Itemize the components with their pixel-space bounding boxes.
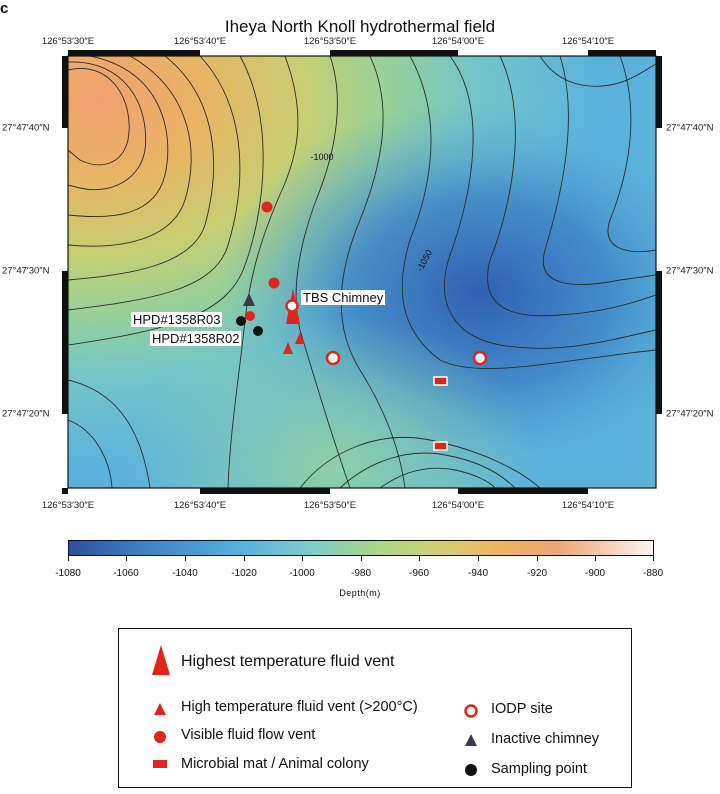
lon-tick-top-5: 126°54′10″E [561, 36, 615, 47]
label-hpd-r03: HPD#1358R03 [131, 312, 223, 327]
high-temp-vent-marker [283, 342, 293, 354]
label-tbs-chimney: TBS Chimney [301, 290, 386, 305]
legend-inactive: Inactive chimney [491, 731, 599, 747]
lon-tick-top-1: 126°53′30″E [41, 36, 95, 47]
lat-tick-right-3: 27°47′20″N [666, 408, 714, 420]
colorbar-tick: -1020 [231, 568, 257, 579]
lat-tick-left-2: 27°47′30″N [2, 265, 50, 277]
sampling-point-icon [465, 764, 477, 776]
legend-highest-temp: Highest temperature fluid vent [181, 653, 395, 670]
iodp-site-icon [464, 704, 478, 718]
iodp-site-marker [472, 350, 488, 366]
bathymetry-map: -1000 -1050 [62, 50, 662, 494]
lat-tick-right-2: 27°47′30″N [666, 265, 714, 277]
panel-letter: c [0, 0, 9, 17]
contour-label-1000: -1000 [310, 152, 333, 162]
lon-tick-bottom-5: 126°54′10″E [561, 500, 615, 511]
map-title: Iheya North Knoll hydrothermal field [224, 17, 496, 36]
visible-vent-icon [154, 731, 166, 743]
map-markers [236, 201, 488, 451]
colorbar-label: Depth(m) [339, 588, 381, 598]
iodp-site-marker [285, 299, 299, 313]
lat-tick-right-1: 27°47′40″N [666, 122, 714, 134]
lon-tick-bottom-1: 126°53′30″E [41, 500, 95, 511]
depth-colorbar [68, 540, 654, 556]
high-temp-vent-icon [154, 703, 166, 715]
colorbar-tick: -1080 [55, 568, 81, 579]
legend-high-temp: High temperature fluid vent (>200°C) [181, 699, 418, 715]
sampling-point-marker [236, 316, 246, 326]
lon-tick-bottom-3: 126°53′50″E [303, 500, 357, 511]
legend: Highest temperature fluid vent High temp… [118, 628, 632, 788]
legend-visible-flow: Visible fluid flow vent [181, 727, 316, 743]
microbial-mat-marker [433, 441, 448, 451]
colorbar-tick: -920 [526, 568, 548, 579]
colorbar-tick: -960 [408, 568, 430, 579]
svg-text:-1000: -1000 [310, 152, 333, 162]
highest-temp-vent-icon [152, 645, 170, 675]
label-hpd-r02: HPD#1358R02 [150, 331, 242, 346]
colorbar-tick: -1060 [113, 568, 139, 579]
bathymetry-surface: -1000 -1050 [68, 56, 656, 488]
map-frame [62, 50, 662, 494]
colorbar-tick: -900 [584, 568, 606, 579]
colorbar-tick: -980 [350, 568, 372, 579]
microbial-mat-marker [433, 376, 448, 386]
visible-vent-marker [261, 201, 273, 213]
lon-tick-bottom-2: 126°53′40″E [173, 500, 227, 511]
lon-tick-top-2: 126°53′40″E [173, 36, 227, 47]
sampling-point-marker [253, 326, 263, 336]
colorbar-tick: -940 [467, 568, 489, 579]
high-temp-vent-marker [295, 332, 305, 344]
iodp-site-marker [325, 350, 341, 366]
lon-tick-bottom-4: 126°54′00″E [431, 500, 485, 511]
visible-vent-marker [268, 277, 280, 289]
microbial-mat-icon [153, 760, 167, 768]
lat-tick-left-1: 27°47′40″N [2, 122, 50, 134]
legend-iodp: IODP site [491, 701, 553, 717]
lon-tick-top-3: 126°53′50″E [303, 36, 357, 47]
colorbar-tick: -880 [642, 568, 664, 579]
lat-tick-left-3: 27°47′20″N [2, 408, 50, 420]
lon-tick-top-4: 126°54′00″E [431, 36, 485, 47]
inactive-chimney-icon [465, 734, 477, 746]
inactive-chimney-marker [243, 293, 255, 306]
visible-vent-marker [245, 311, 255, 321]
legend-microbial-mat: Microbial mat / Animal colony [181, 756, 369, 772]
legend-sampling: Sampling point [491, 761, 587, 777]
colorbar-tick: -1040 [172, 568, 198, 579]
colorbar-tick: -1000 [289, 568, 315, 579]
